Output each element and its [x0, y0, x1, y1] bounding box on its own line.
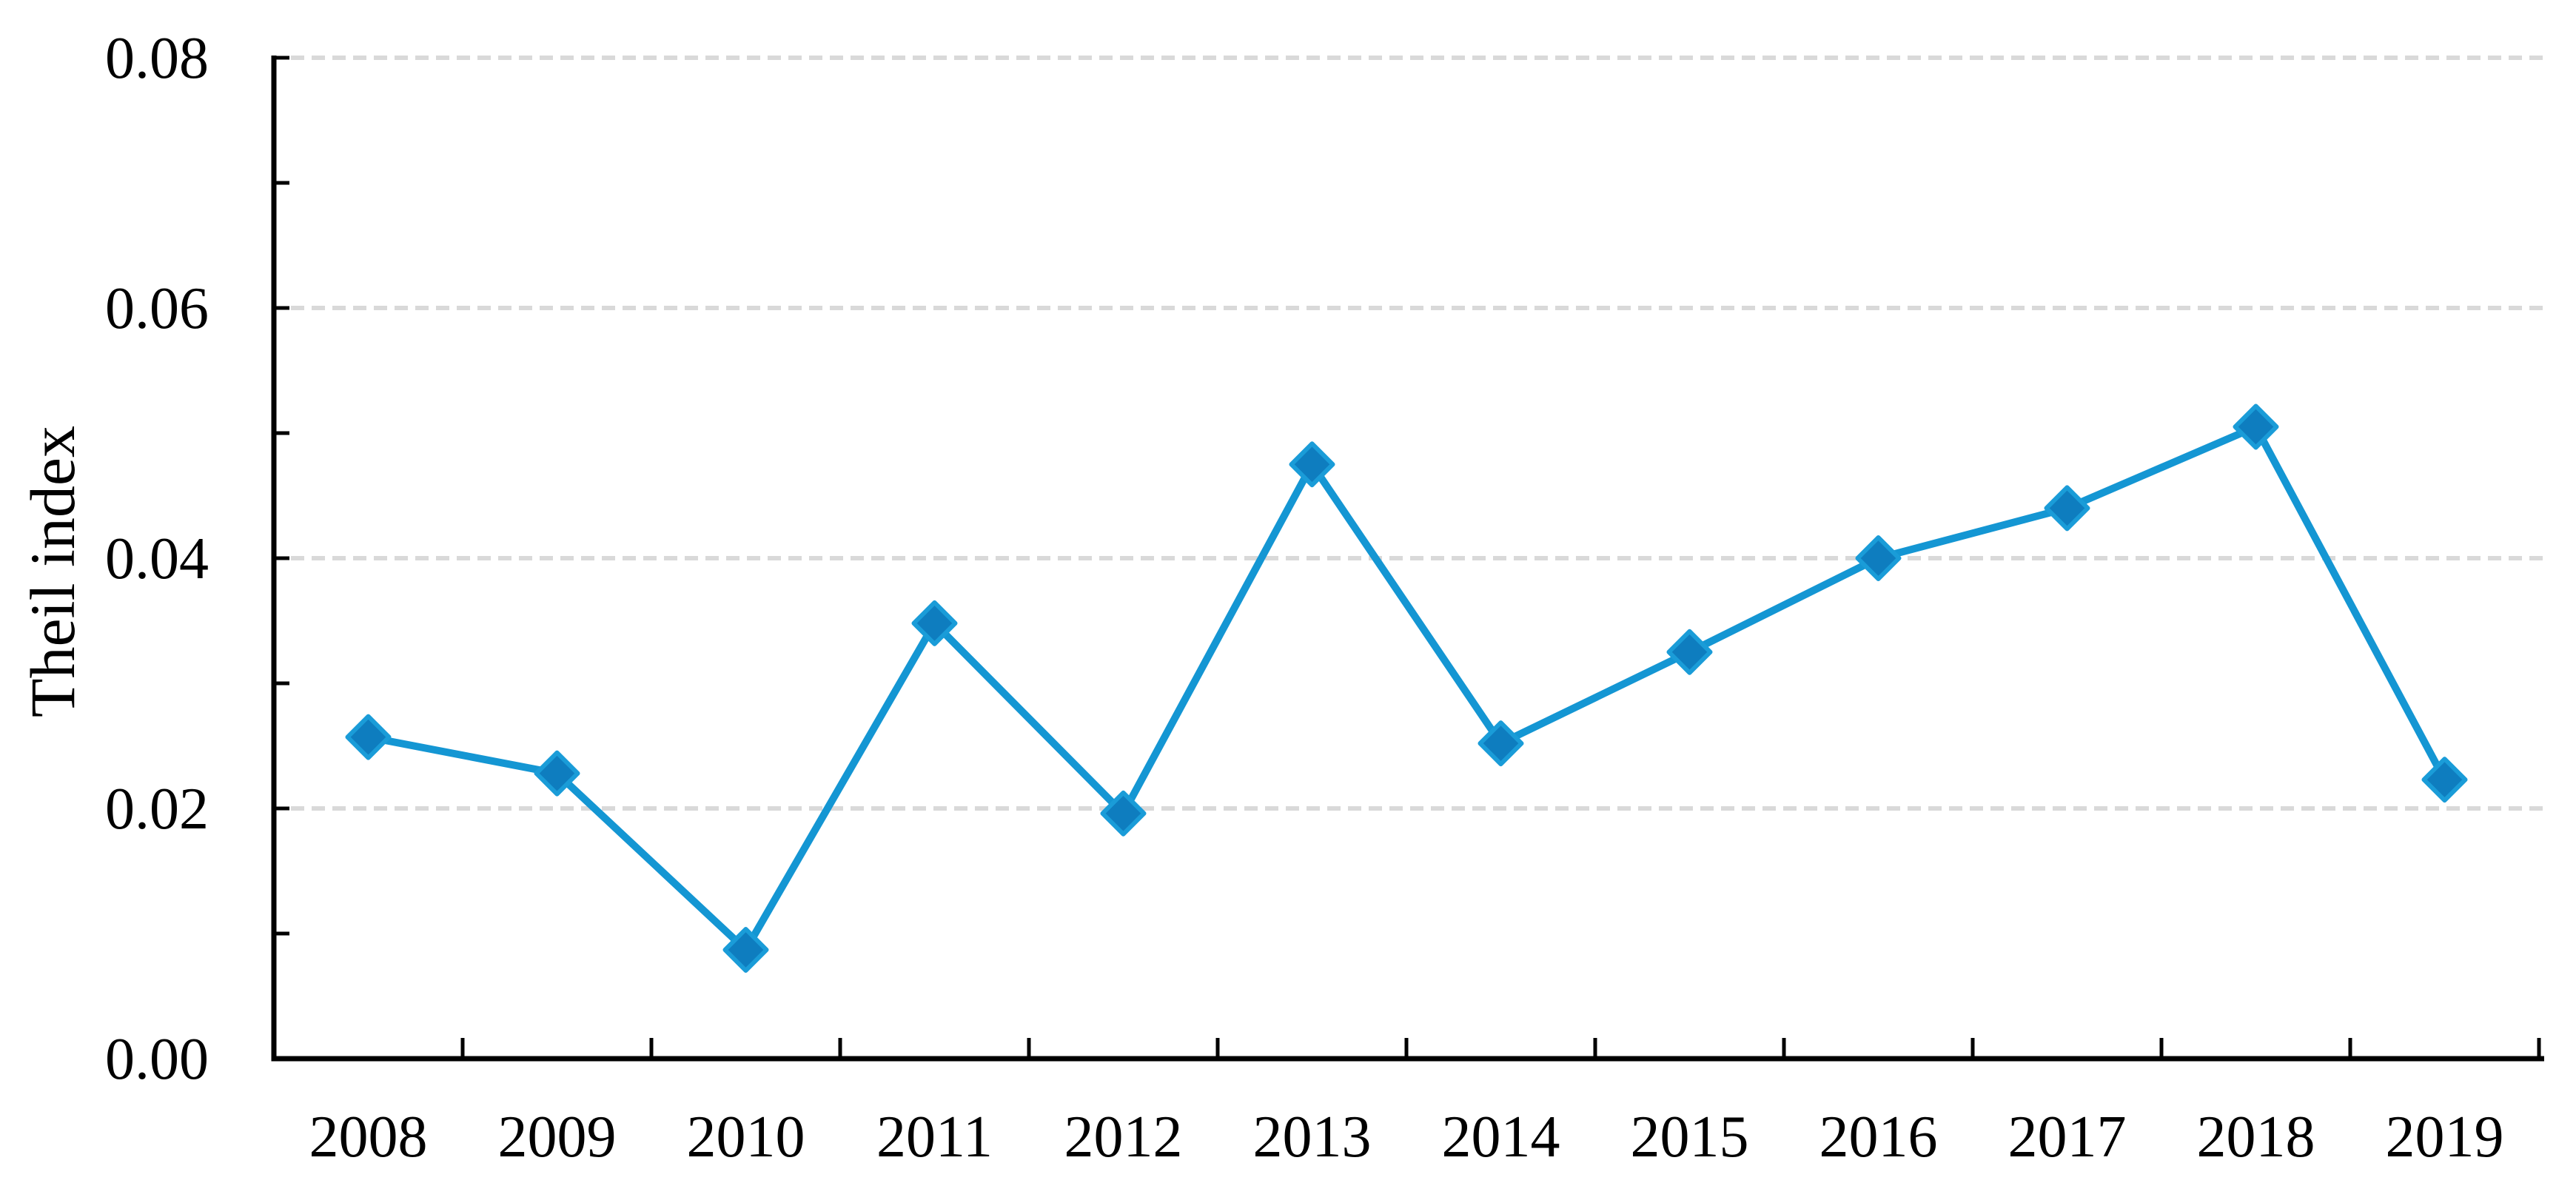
gridlines	[291, 56, 2544, 811]
x-tick-label: 2015	[1631, 1105, 1749, 1170]
data-point-marker-2017	[2044, 485, 2090, 532]
x-tick-label: 2010	[687, 1105, 805, 1170]
data-point-marker-2015	[1666, 629, 1713, 675]
x-tick-label: 2008	[309, 1105, 428, 1170]
axis-ticks	[274, 56, 2541, 1059]
x-tick-label: 2013	[1253, 1105, 1372, 1170]
y-tick-label: 0.04	[105, 526, 209, 592]
y-tick-label: 0.08	[105, 26, 209, 91]
data-point-marker-2009	[534, 750, 580, 797]
x-tick-label: 2011	[876, 1105, 993, 1170]
x-tick-label: 2018	[2197, 1105, 2315, 1170]
data-point-marker-2011	[911, 600, 958, 646]
data-point-marker-2018	[2233, 403, 2279, 450]
x-tick-label: 2012	[1064, 1105, 1183, 1170]
x-tick-label: 2017	[2008, 1105, 2127, 1170]
data-point-marker-2013	[1289, 441, 1335, 488]
series-theil-index	[345, 403, 2468, 973]
data-point-marker-2010	[722, 926, 769, 973]
data-point-marker-2012	[1100, 790, 1147, 837]
y-axis-title: Theil index	[17, 426, 88, 717]
tick-labels: 0.00 0.02 0.04 0.06 0.08 2008 2009 2010 2011 2012…	[105, 26, 2504, 1170]
data-point-marker-2016	[1855, 535, 1902, 581]
data-point-marker-2008	[345, 714, 392, 760]
x-tick-label: 2019	[2386, 1105, 2504, 1170]
x-tick-label: 2014	[1442, 1105, 1560, 1170]
y-tick-label: 0.06	[105, 276, 209, 341]
x-tick-label: 2016	[1819, 1105, 1938, 1170]
x-tick-label: 2009	[498, 1105, 617, 1170]
data-point-marker-2014	[1477, 720, 1524, 767]
y-tick-label: 0.00	[105, 1027, 209, 1092]
y-tick-label: 0.02	[105, 777, 209, 842]
series-line	[364, 423, 2449, 954]
data-point-marker-2019	[2421, 757, 2468, 803]
